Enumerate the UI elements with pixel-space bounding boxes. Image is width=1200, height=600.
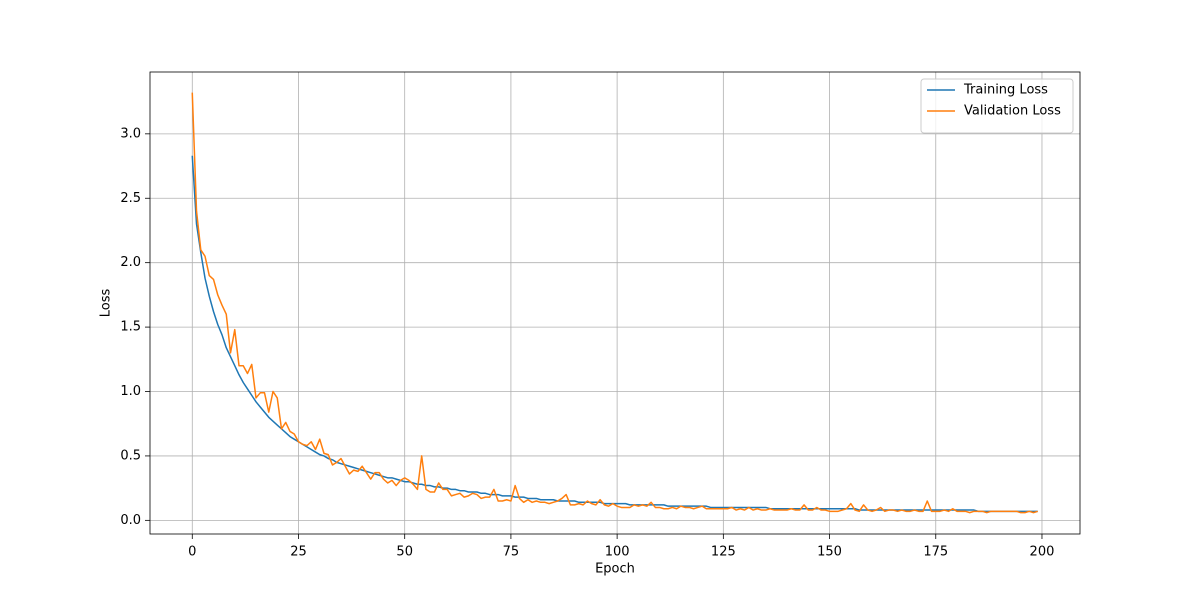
x-axis-label: Epoch (595, 562, 635, 577)
y-tick-label: 0.0 (120, 513, 141, 528)
x-tick-label: 150 (817, 545, 842, 560)
y-tick-label: 1.5 (120, 320, 141, 335)
y-tick-label: 0.5 (120, 448, 141, 463)
plot-area (191, 92, 1038, 514)
grid (150, 72, 1080, 534)
x-tick-label: 25 (290, 545, 307, 560)
series-line (191, 155, 1038, 513)
x-tick-label: 50 (396, 545, 413, 560)
x-tick-label: 125 (711, 545, 736, 560)
y-tick-label: 1.0 (120, 384, 141, 399)
x-tick-label: 100 (605, 545, 630, 560)
legend-box (920, 78, 1074, 134)
y-tick-label: 2.0 (120, 255, 141, 270)
axes-frame (149, 71, 1081, 535)
y-tick-label: 3.0 (120, 126, 141, 141)
legend: Training Loss Validation Loss (920, 78, 1074, 134)
series-line (191, 92, 1038, 514)
x-tick-label: 175 (923, 545, 948, 560)
x-tick-label: 200 (1030, 545, 1055, 560)
legend-label: Validation Loss (964, 104, 1061, 119)
y-axis-label: Loss (99, 289, 114, 318)
x-tick-label: 75 (503, 545, 520, 560)
y-tick-label: 2.5 (120, 191, 141, 206)
x-tick-label: 0 (188, 545, 196, 560)
legend-label: Training Loss (963, 83, 1048, 98)
